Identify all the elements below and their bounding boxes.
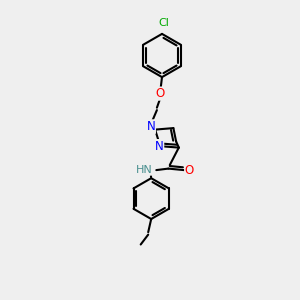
Text: HN: HN (136, 165, 153, 175)
Text: O: O (185, 164, 194, 177)
Text: N: N (146, 120, 155, 133)
Text: O: O (156, 87, 165, 100)
Text: N: N (146, 120, 155, 133)
Text: Cl: Cl (158, 17, 169, 28)
Text: N: N (155, 140, 164, 153)
